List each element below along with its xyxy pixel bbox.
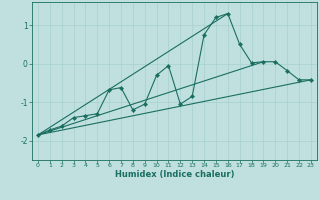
X-axis label: Humidex (Indice chaleur): Humidex (Indice chaleur) (115, 170, 234, 179)
